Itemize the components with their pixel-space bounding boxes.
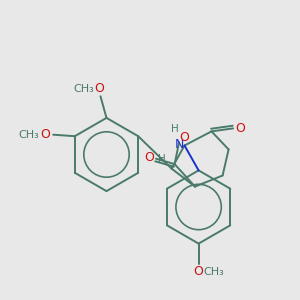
Text: O: O (94, 82, 104, 95)
Text: H: H (171, 124, 179, 134)
Text: O: O (180, 130, 189, 144)
Text: CH₃: CH₃ (204, 267, 225, 277)
Text: CH₃: CH₃ (18, 130, 39, 140)
Text: O: O (194, 265, 203, 278)
Text: O: O (40, 128, 50, 141)
Text: O: O (145, 151, 154, 164)
Text: H: H (158, 154, 166, 164)
Text: O: O (235, 122, 244, 135)
Text: N: N (174, 137, 184, 151)
Text: CH₃: CH₃ (73, 83, 94, 94)
